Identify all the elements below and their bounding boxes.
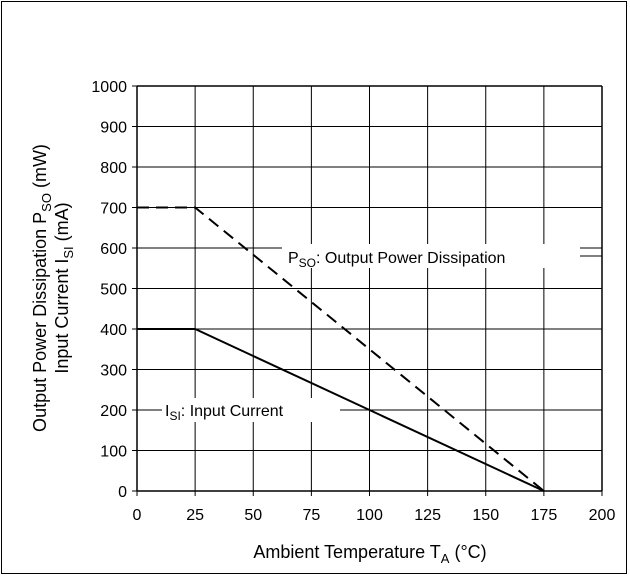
y-tick-label-300: 300 — [100, 363, 127, 380]
y-axis-label-line2: Input Current ISI (mA) — [52, 202, 76, 373]
x-tick-label-125: 125 — [414, 507, 441, 524]
series-line-pso — [137, 206, 545, 492]
y-tick-label-200: 200 — [100, 403, 127, 420]
y-tick-label-700: 700 — [100, 201, 127, 218]
y-tick-label-600: 600 — [100, 241, 127, 258]
y-tick-label-900: 900 — [100, 120, 127, 137]
y-tick-label-800: 800 — [100, 160, 127, 177]
pso-series-label: PSO: Output Power Dissipation — [288, 250, 505, 270]
x-tick-label-200: 200 — [589, 507, 616, 524]
x-tick-label-0: 0 — [133, 507, 142, 524]
x-tick-label-175: 175 — [531, 507, 558, 524]
x-tick-label-100: 100 — [356, 507, 383, 524]
x-tick-label-150: 150 — [472, 507, 499, 524]
x-tick-label-50: 50 — [244, 507, 262, 524]
grid — [132, 85, 603, 496]
isi-series-label: ISI: Input Current — [165, 403, 284, 423]
x-tick-labels: 0 25 50 75 100 125 150 175 200 — [133, 507, 616, 524]
x-axis-label: Ambient Temperature TA (°C) — [253, 542, 486, 566]
isi-label-background — [162, 398, 340, 422]
y-tick-label-1000: 1000 — [91, 79, 127, 96]
series-line-isi — [137, 328, 545, 492]
y-tick-labels: 0 100 200 300 400 500 600 700 800 900 1000 — [91, 79, 127, 501]
y-tick-label-500: 500 — [100, 282, 127, 299]
y-tick-label-0: 0 — [118, 484, 127, 501]
y-axis-label-line1: Output Power Dissipation PSO (mW) — [30, 144, 54, 432]
pso-label-background — [282, 244, 580, 268]
x-tick-label-25: 25 — [186, 507, 204, 524]
y-tick-label-400: 400 — [100, 322, 127, 339]
y-tick-label-100: 100 — [100, 444, 127, 461]
x-tick-label-75: 75 — [302, 507, 320, 524]
